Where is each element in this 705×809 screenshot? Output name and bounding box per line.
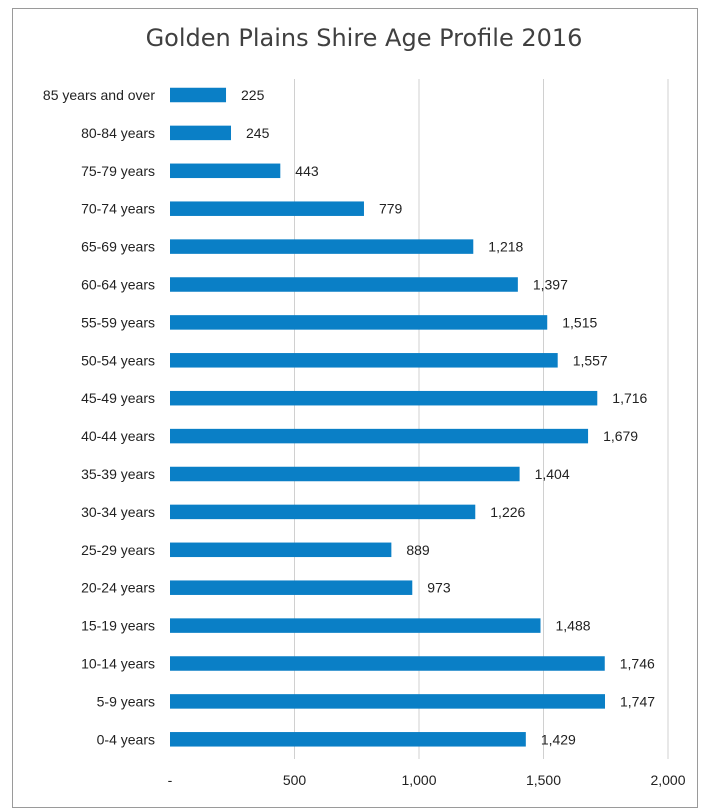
- category-label: 55-59 years: [81, 314, 155, 330]
- value-label: 1,226: [490, 504, 525, 520]
- category-label: 40-44 years: [81, 428, 155, 444]
- bars: [170, 87, 606, 747]
- value-label: 889: [406, 542, 430, 558]
- category-label: 0-4 years: [97, 731, 155, 747]
- value-label: 443: [295, 163, 319, 179]
- value-label: 1,404: [535, 466, 570, 482]
- chart: Golden Plains Shire Age Profile 2016 85 …: [43, 24, 686, 788]
- chart-frame: Golden Plains Shire Age Profile 2016 85 …: [12, 8, 698, 808]
- category-label: 70-74 years: [81, 201, 155, 217]
- value-label: 1,557: [573, 352, 608, 368]
- value-label: 1,716: [612, 390, 647, 406]
- bar: [170, 353, 558, 368]
- bar: [170, 125, 232, 141]
- value-label: 973: [427, 580, 451, 596]
- category-label: 75-79 years: [81, 163, 155, 179]
- bar: [170, 656, 605, 671]
- bar: [170, 239, 474, 254]
- x-tick-label: 1,000: [401, 772, 436, 788]
- category-label: 10-14 years: [81, 656, 155, 672]
- value-label: 245: [246, 125, 270, 141]
- bar: [170, 163, 281, 179]
- category-label: 30-34 years: [81, 504, 155, 520]
- value-label: 225: [241, 87, 265, 103]
- bar: [170, 87, 227, 103]
- category-label: 5-9 years: [97, 693, 155, 709]
- x-tick-label: 500: [283, 772, 307, 788]
- value-label: 1,747: [620, 693, 655, 709]
- value-label: 1,679: [603, 428, 638, 444]
- category-label: 50-54 years: [81, 352, 155, 368]
- value-label: 1,515: [562, 314, 597, 330]
- category-label: 45-49 years: [81, 390, 155, 406]
- bar: [170, 694, 606, 709]
- category-label: 85 years and over: [43, 87, 155, 103]
- chart-title: Golden Plains Shire Age Profile 2016: [146, 24, 583, 52]
- value-label: 1,429: [541, 731, 576, 747]
- value-label: 1,746: [620, 656, 655, 672]
- category-label: 25-29 years: [81, 542, 155, 558]
- bar: [170, 277, 518, 292]
- x-axis-ticks: - 500 1,000 1,500 2,000: [168, 772, 686, 788]
- bar: [170, 428, 589, 444]
- value-label: 1,397: [533, 277, 568, 293]
- x-tick-label: 2,000: [650, 772, 685, 788]
- category-label: 80-84 years: [81, 125, 155, 141]
- bar: [170, 580, 413, 595]
- bar: [170, 504, 476, 520]
- bar: [170, 542, 392, 558]
- bar: [170, 466, 520, 482]
- bar: [170, 732, 526, 747]
- value-label: 779: [379, 201, 403, 217]
- category-label: 65-69 years: [81, 239, 155, 255]
- category-label: 35-39 years: [81, 466, 155, 482]
- category-label: 60-64 years: [81, 277, 155, 293]
- bar: [170, 315, 548, 330]
- value-label: 1,218: [488, 239, 523, 255]
- bar: [170, 201, 364, 216]
- value-label: 1,488: [556, 618, 591, 634]
- value-labels: 225 245 443 779 1,218 1,397 1,515 1,557 1,716 1,6…: [241, 87, 655, 747]
- category-label: 20-24 years: [81, 580, 155, 596]
- x-tick-label: -: [168, 772, 173, 788]
- bar: [170, 390, 598, 406]
- bar: [170, 618, 541, 633]
- gridlines: [294, 79, 669, 759]
- category-labels: 85 years and over 80-84 years 75-79 years 7…: [43, 87, 155, 747]
- category-label: 15-19 years: [81, 618, 155, 634]
- x-tick-label: 1,500: [526, 772, 561, 788]
